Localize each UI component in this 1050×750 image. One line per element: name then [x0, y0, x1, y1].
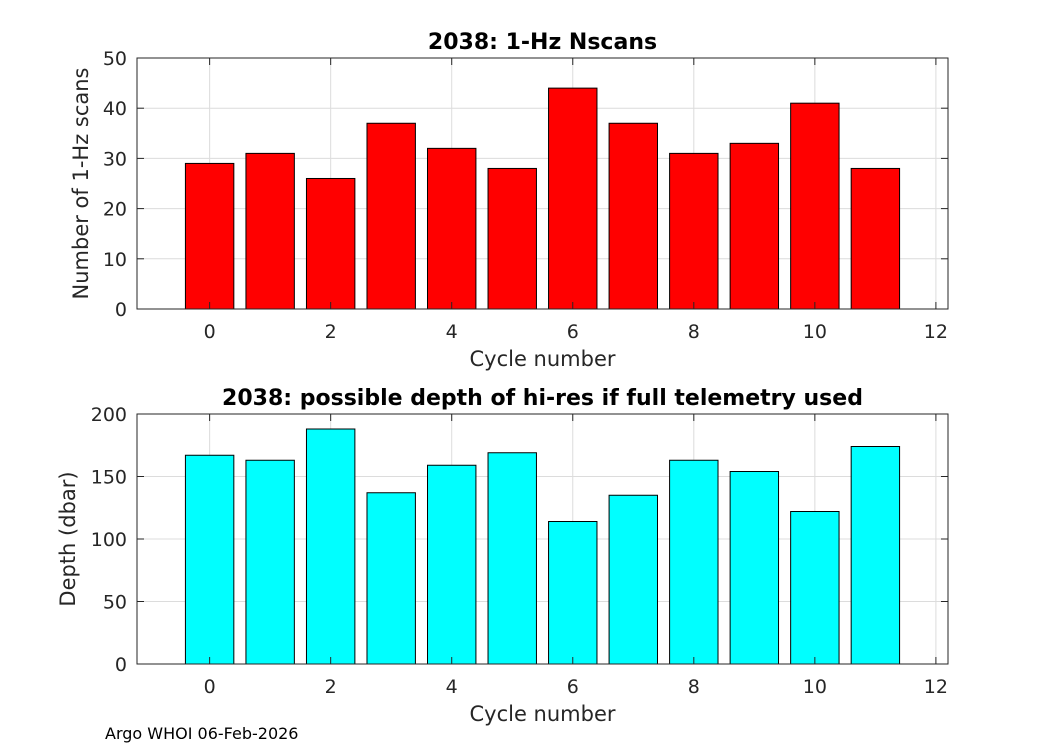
y-tick-label: 200: [91, 404, 127, 426]
bar-cycle-7: [608, 122, 658, 310]
bar-cycle-11: [850, 446, 901, 665]
y-tick-label: 100: [91, 529, 127, 551]
x-tick-label: 0: [204, 321, 216, 343]
footer-credit: Argo WHOI 06-Feb-2026: [105, 724, 299, 743]
x-tick-label: 12: [924, 321, 948, 343]
axes-frame: [136, 57, 949, 310]
bar-cycle-10: [790, 102, 840, 310]
bar-cycle-8: [669, 152, 719, 310]
x-tick-label: 12: [924, 676, 948, 698]
y-tick-label: 10: [103, 249, 127, 271]
y-tick-label: 0: [115, 654, 127, 676]
x-tick-label: 8: [688, 676, 700, 698]
chart-title: 2038: possible depth of hi-res if full t…: [222, 386, 863, 411]
bar-cycle-0: [184, 454, 235, 665]
bar-cycle-1: [245, 459, 295, 665]
x-axis-label: Cycle number: [469, 702, 615, 726]
bar-cycle-4: [427, 464, 477, 665]
bar-cycle-6: [548, 87, 598, 310]
bar-cycle-5: [487, 167, 537, 310]
bar-cycle-8: [669, 459, 719, 665]
y-axis-label: Depth (dbar): [56, 471, 80, 606]
bar-cycle-2: [305, 177, 356, 310]
bar-cycle-7: [608, 494, 658, 665]
bar-cycle-3: [366, 122, 416, 310]
bar-cycle-4: [427, 147, 477, 310]
y-tick-label: 20: [103, 199, 127, 221]
y-tick-label: 150: [91, 467, 127, 489]
x-tick-label: 4: [446, 321, 458, 343]
y-tick-label: 0: [115, 299, 127, 321]
chart-panel-2: 0 2 4 6 8 10 12 0 50 100 150 200 2038: possible dept…: [56, 386, 949, 726]
bar-cycle-6: [548, 521, 598, 665]
y-tick-label: 50: [103, 48, 127, 70]
x-tick-label: 8: [688, 321, 700, 343]
x-tick-label: 0: [204, 676, 216, 698]
y-tick-label: 40: [103, 98, 127, 120]
x-tick-label: 2: [325, 321, 337, 343]
bar-cycle-10: [790, 511, 840, 665]
x-tick-label: 10: [803, 676, 827, 698]
x-tick-label: 10: [803, 321, 827, 343]
x-tick-label: 6: [567, 676, 579, 698]
y-tick-label: 30: [103, 148, 127, 170]
bar-cycle-11: [850, 167, 901, 310]
y-axis-label: Number of 1-Hz scans: [69, 68, 93, 300]
x-tick-label: 6: [567, 321, 579, 343]
y-tick-label: 50: [103, 592, 127, 614]
bar-cycle-2: [305, 428, 356, 665]
bar-cycle-5: [487, 452, 537, 665]
bar-cycle-9: [729, 142, 780, 310]
x-axis-label: Cycle number: [469, 347, 615, 371]
x-tick-label: 4: [446, 676, 458, 698]
bar-cycle-3: [366, 492, 416, 665]
chart-title: 2038: 1-Hz Nscans: [428, 30, 657, 55]
bar-cycle-1: [245, 152, 295, 310]
x-tick-label: 2: [325, 676, 337, 698]
chart-panel-1: 0 2 4 6 8 10 12 0 10 20 30 40 50 2038: 1-Hz Nscans Cyc…: [69, 30, 949, 371]
bar-cycle-9: [729, 471, 780, 665]
bar-cycle-0: [184, 162, 235, 310]
